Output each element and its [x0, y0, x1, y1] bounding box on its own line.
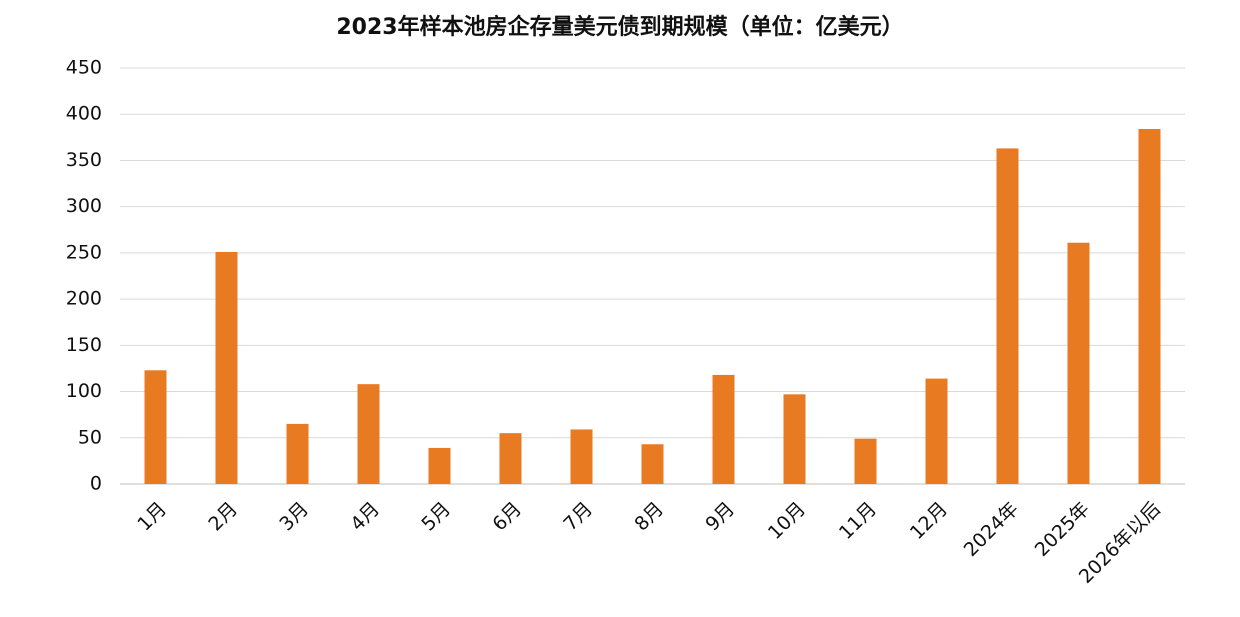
bar: [286, 423, 309, 484]
bar: [215, 251, 238, 484]
bar: [499, 433, 522, 484]
bar: [996, 148, 1019, 484]
y-tick-label: 250: [66, 241, 102, 263]
bar: [357, 384, 380, 484]
bar: [783, 394, 806, 484]
y-tick-label: 150: [66, 334, 102, 356]
y-tick-label: 300: [66, 195, 102, 217]
bar: [1067, 242, 1090, 484]
y-tick-label: 0: [90, 473, 102, 495]
bar: [570, 429, 593, 484]
bar: [712, 374, 735, 484]
y-tick-label: 50: [78, 426, 102, 448]
bar: [854, 438, 877, 484]
bar: [925, 378, 948, 484]
bar: [641, 444, 664, 484]
y-tick-label: 100: [66, 380, 102, 402]
bar: [428, 447, 451, 484]
bar: [144, 370, 167, 484]
y-tick-label: 400: [66, 103, 102, 125]
chart-title: 2023年样本池房企存量美元债到期规模（单位：亿美元）: [336, 14, 903, 40]
y-tick-label: 450: [66, 57, 102, 79]
bar: [1138, 129, 1161, 484]
y-tick-label: 200: [66, 288, 102, 310]
y-tick-label: 350: [66, 149, 102, 171]
